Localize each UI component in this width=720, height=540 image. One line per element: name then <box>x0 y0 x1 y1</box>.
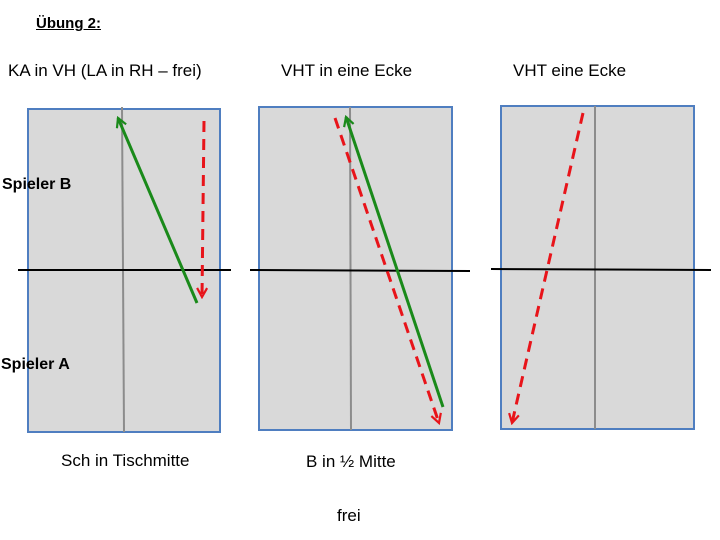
table-surface <box>500 105 695 430</box>
panel-2-caption: B in ½ Mitte <box>306 452 396 471</box>
net-line <box>249 269 471 272</box>
panel-2-table <box>249 106 471 431</box>
panel-1-table <box>18 106 231 433</box>
panel-1-caption: Sch in Tischmitte <box>61 451 190 470</box>
dashed-arrow <box>202 120 204 297</box>
panel-3-heading: VHT eine Ecke <box>513 61 627 80</box>
table-surface <box>258 106 453 431</box>
panel-2-heading: VHT in eine Ecke <box>281 61 413 80</box>
panel-3-table <box>490 105 712 430</box>
exercise-title: Übung 2: <box>36 15 101 32</box>
panel-1-heading: KA in VH (LA in RH – frei) <box>8 61 202 80</box>
solid-arrow <box>346 117 445 408</box>
net-line <box>490 268 712 271</box>
solid-arrow <box>118 118 199 304</box>
footer-label: frei <box>337 506 361 525</box>
row-label-player-b: Spieler B <box>2 176 72 193</box>
row-label-player-a: Spieler A <box>1 356 70 373</box>
center-line <box>349 106 352 431</box>
